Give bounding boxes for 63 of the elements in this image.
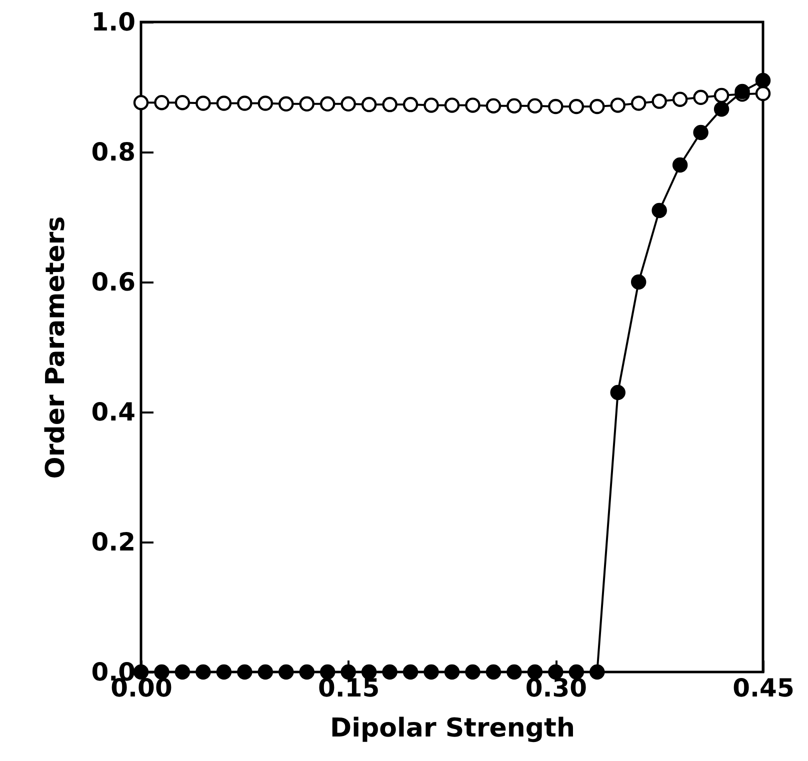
point xyxy=(652,202,667,218)
point xyxy=(486,98,502,114)
point xyxy=(755,86,771,102)
point xyxy=(693,124,708,140)
point xyxy=(714,101,730,117)
x-tick-label: 0.15 xyxy=(318,674,380,702)
point xyxy=(174,94,190,110)
point xyxy=(548,98,564,114)
point xyxy=(424,98,439,113)
point xyxy=(196,96,211,111)
point xyxy=(527,98,543,114)
point xyxy=(506,98,522,114)
point xyxy=(320,96,336,112)
point xyxy=(734,84,750,100)
point xyxy=(672,92,688,107)
point xyxy=(610,384,626,400)
point xyxy=(340,96,356,112)
point xyxy=(382,96,398,112)
y-tick-label: 0.6 xyxy=(91,268,136,296)
point xyxy=(465,98,480,113)
point xyxy=(568,98,584,114)
point xyxy=(402,96,418,112)
point xyxy=(154,94,170,110)
y-axis-title: Order Parameters xyxy=(41,216,72,479)
point xyxy=(278,96,294,112)
point xyxy=(610,98,626,113)
point xyxy=(465,664,480,680)
point xyxy=(361,96,377,112)
point xyxy=(237,664,252,680)
point xyxy=(133,94,149,110)
point xyxy=(299,96,314,112)
point xyxy=(174,664,190,680)
y-tick-label: 0.8 xyxy=(91,138,136,166)
point xyxy=(672,157,688,173)
point xyxy=(693,90,708,106)
point xyxy=(424,664,439,680)
y-tick-label: 0.4 xyxy=(91,398,136,426)
x-tick-label: 0.45 xyxy=(732,674,794,702)
point xyxy=(714,88,730,104)
point xyxy=(237,96,252,111)
point xyxy=(299,664,314,680)
point xyxy=(506,664,522,680)
point xyxy=(590,98,605,114)
point xyxy=(196,664,211,680)
x-axis-title: Dipolar Strength xyxy=(330,714,575,744)
point xyxy=(258,664,274,680)
y-tick-label: 0.2 xyxy=(91,528,136,556)
point xyxy=(630,274,646,290)
point xyxy=(755,72,771,88)
point xyxy=(278,664,294,680)
point xyxy=(590,664,605,680)
point xyxy=(216,664,232,680)
y-tick-label: 1.0 xyxy=(91,8,136,36)
point xyxy=(216,96,232,111)
x-tick-label: 0.30 xyxy=(525,674,588,702)
point xyxy=(630,96,646,111)
point xyxy=(486,664,502,680)
point xyxy=(382,664,398,680)
point xyxy=(402,664,418,680)
point xyxy=(444,664,460,680)
point xyxy=(258,96,274,111)
point xyxy=(652,94,667,109)
point xyxy=(444,98,460,113)
